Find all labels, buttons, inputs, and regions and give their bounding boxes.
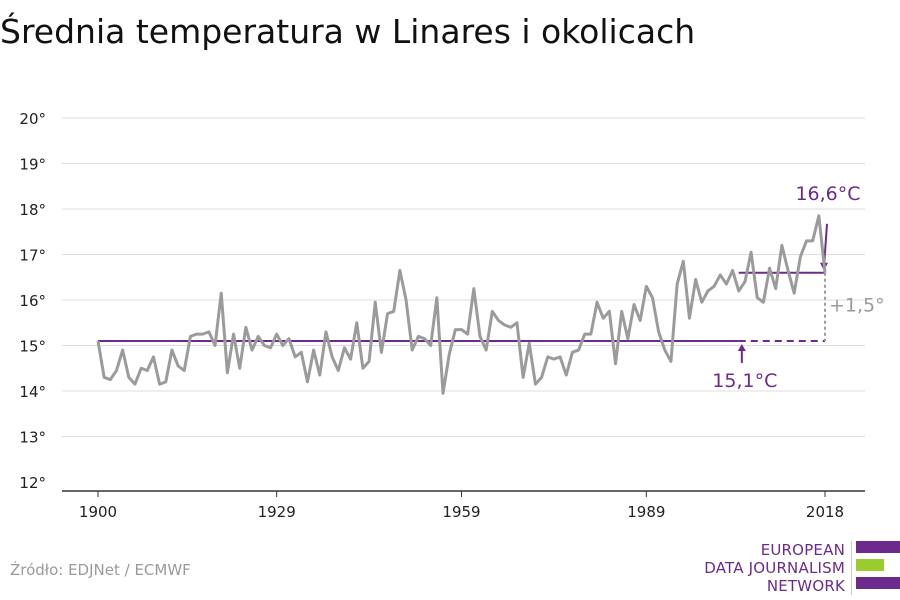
x-tick-label: 2018 <box>806 503 844 521</box>
logo-bar-middle <box>856 559 884 571</box>
recent-label: 16,6°C <box>795 183 860 205</box>
y-tick-label: 12° <box>19 474 46 492</box>
y-tick-label: 16° <box>19 292 46 310</box>
y-tick-label: 20° <box>19 110 46 128</box>
x-tick-label: 1959 <box>442 503 480 521</box>
source-note: Źródło: EDJNet / ECMWF <box>10 561 191 579</box>
difference-label: +1,5° <box>829 295 885 317</box>
x-tick-label: 1929 <box>258 503 296 521</box>
y-tick-label: 13° <box>19 429 46 447</box>
series <box>96 214 827 395</box>
logo-bar-top <box>856 541 900 553</box>
y-tick-label: 18° <box>19 201 46 219</box>
x-axis: 1900 1929 1959 1989 2018 <box>62 490 865 521</box>
grid <box>62 117 865 437</box>
page-title: Średnia temperatura w Linares i okolicac… <box>0 12 696 51</box>
edjnet-logo: EUROPEAN DATA JOURNALISM NETWORK <box>700 541 900 595</box>
x-tick-label: 1989 <box>627 503 665 521</box>
logo-text: EUROPEAN DATA JOURNALISM NETWORK <box>704 541 852 595</box>
reference-lines <box>98 223 828 363</box>
logo-line-1: EUROPEAN <box>760 541 845 559</box>
baseline-label: 15,1°C <box>712 370 777 392</box>
y-tick-label: 17° <box>19 247 46 265</box>
logo-bar-bottom <box>856 577 900 589</box>
temperature-line <box>96 214 827 395</box>
y-tick-label: 14° <box>19 383 46 401</box>
y-tick-label: 15° <box>19 338 46 356</box>
logo-line-2: DATA JOURNALISM <box>704 559 845 577</box>
logo-line-3: NETWORK <box>766 577 845 595</box>
y-tick-label: 19° <box>19 156 46 174</box>
baseline-arrowhead <box>737 343 746 351</box>
annotations: 15,1°C 16,6°C +1,5° <box>712 183 884 392</box>
x-tick-label: 1900 <box>79 503 117 521</box>
y-axis: 12° 13° 14° 15° 16° 17° 18° 19° 20° <box>19 110 46 492</box>
